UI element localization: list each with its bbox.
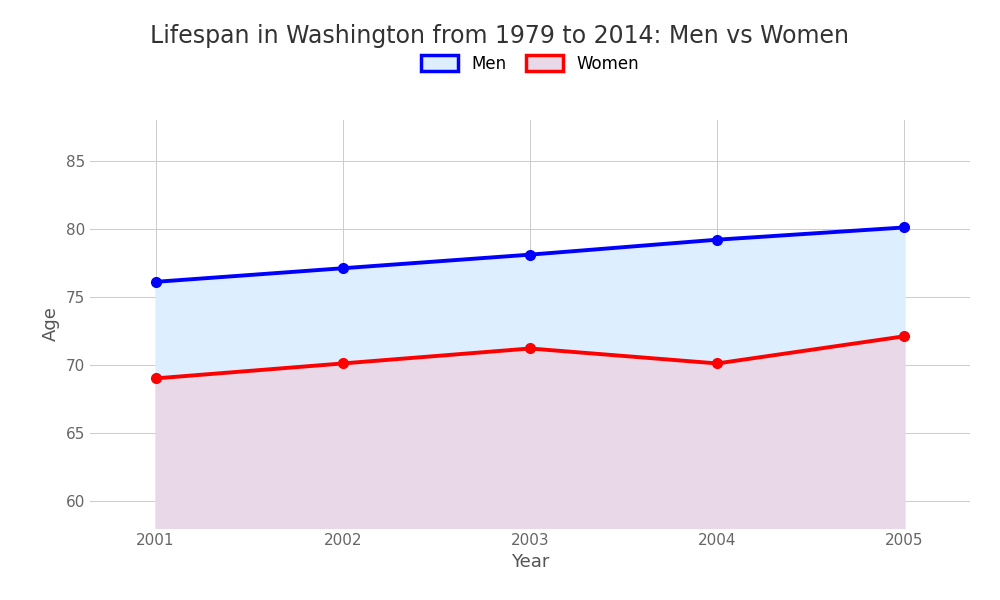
- Text: Lifespan in Washington from 1979 to 2014: Men vs Women: Lifespan in Washington from 1979 to 2014…: [150, 24, 850, 48]
- X-axis label: Year: Year: [511, 553, 549, 571]
- Legend: Men, Women: Men, Women: [421, 55, 639, 73]
- Y-axis label: Age: Age: [42, 307, 60, 341]
